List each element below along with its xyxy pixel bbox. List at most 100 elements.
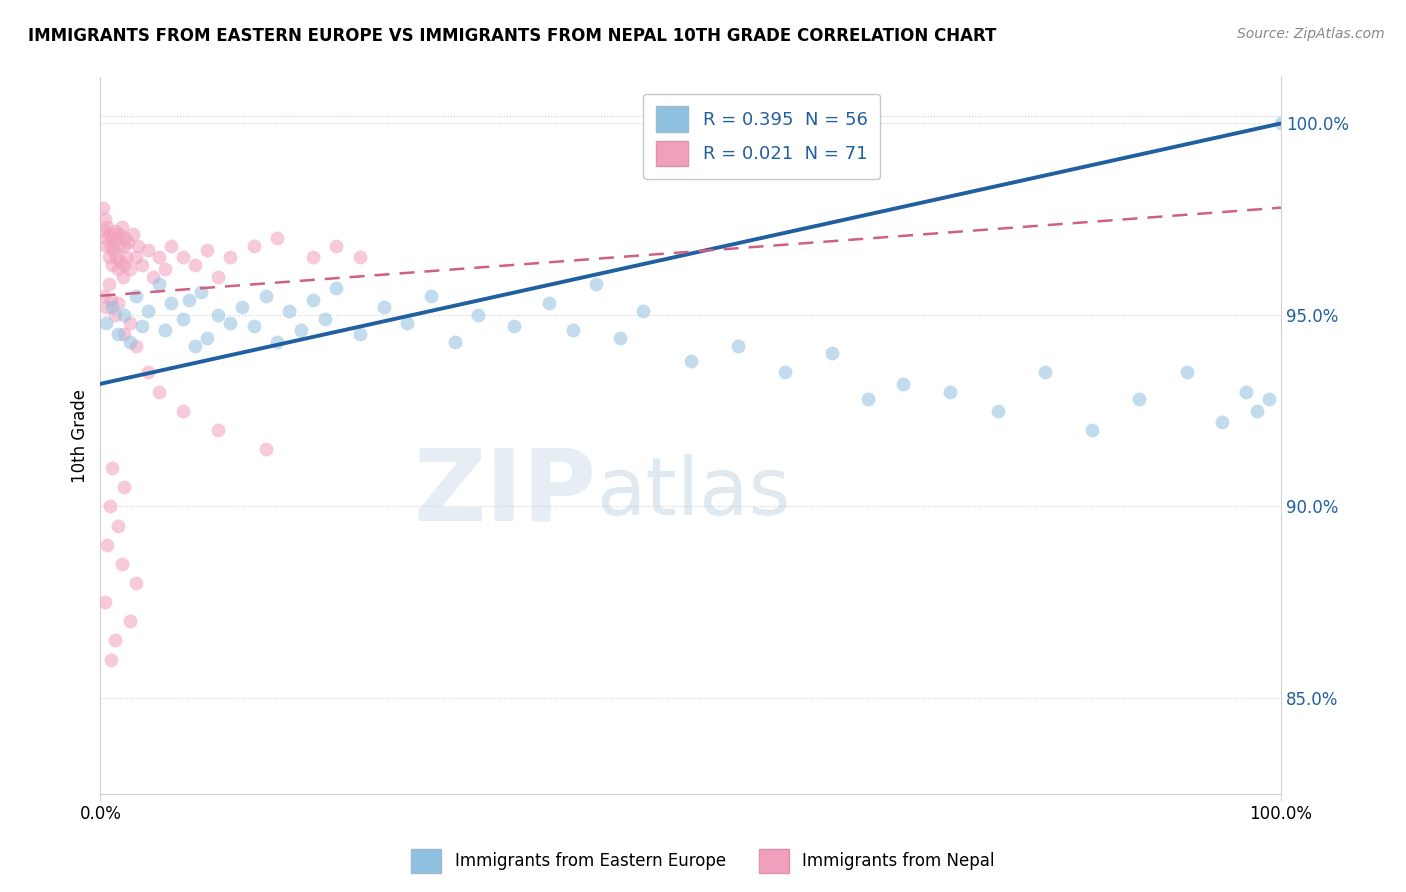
Point [148,384,170,399]
Point [96,239,118,253]
Point [856,392,879,407]
Point [118,316,141,330]
Point [112,239,135,253]
Point [219,316,242,330]
Point [111,269,134,284]
Point [821,346,844,360]
Point [585,277,607,292]
Point [125,338,148,352]
Point [93,289,115,303]
Point [122,227,145,242]
Point [100,293,122,307]
Point [502,319,524,334]
Point [266,231,288,245]
Point [142,269,165,284]
Point [633,304,655,318]
Point [207,423,229,437]
Point [290,323,312,337]
Point [373,300,395,314]
Point [148,277,170,292]
Point [103,224,125,238]
Point [155,262,177,277]
Point [101,461,124,475]
Point [1234,384,1257,399]
Point [254,442,277,456]
Point [172,311,194,326]
Point [314,311,336,326]
Point [254,289,277,303]
Point [396,316,419,330]
Point [94,595,117,609]
Point [98,500,121,514]
Point [136,304,159,318]
Point [104,251,127,265]
Point [107,262,129,277]
Point [107,518,129,533]
Point [1033,365,1056,379]
Point [1081,423,1104,437]
Point [561,323,583,337]
Point [112,258,135,272]
Point [939,384,962,399]
Point [96,231,118,245]
Point [103,308,125,322]
Point [891,376,914,391]
Point [219,251,242,265]
Point [243,319,266,334]
Point [96,300,118,314]
Point [325,281,347,295]
Point [537,296,560,310]
Point [127,239,149,253]
Point [184,258,207,272]
Point [115,251,138,265]
Point [243,239,266,253]
Point [107,239,129,253]
Point [101,231,124,245]
Point [131,258,153,272]
Point [207,308,229,322]
Point [112,327,135,342]
Point [118,262,141,277]
Point [103,633,125,648]
Point [125,289,148,303]
Point [108,227,131,242]
Point [172,403,194,417]
Point [101,258,124,272]
Point [727,338,749,352]
Point [195,331,218,345]
Point [107,327,129,342]
Point [103,243,125,257]
Text: Source: ZipAtlas.com: Source: ZipAtlas.com [1237,27,1385,41]
Point [136,243,159,257]
Point [94,212,117,227]
Text: ZIP: ZIP [413,444,596,541]
Point [231,300,253,314]
Point [125,576,148,591]
Point [302,293,325,307]
Point [195,243,218,257]
Point [987,403,1010,417]
Point [100,652,122,666]
Point [97,251,120,265]
Point [184,338,207,352]
Point [117,235,139,249]
Point [107,296,129,310]
Point [278,304,301,318]
Point [160,239,183,253]
Point [325,239,347,253]
Point [349,327,371,342]
Point [148,251,170,265]
Point [93,224,115,238]
Point [177,293,200,307]
Point [110,219,132,234]
Point [97,277,120,292]
Point [100,239,122,253]
Point [1175,365,1198,379]
Point [112,308,135,322]
Point [172,251,194,265]
Point [419,289,441,303]
Point [96,538,118,552]
Point [1128,392,1150,407]
Point [98,227,121,242]
Point [112,480,135,494]
